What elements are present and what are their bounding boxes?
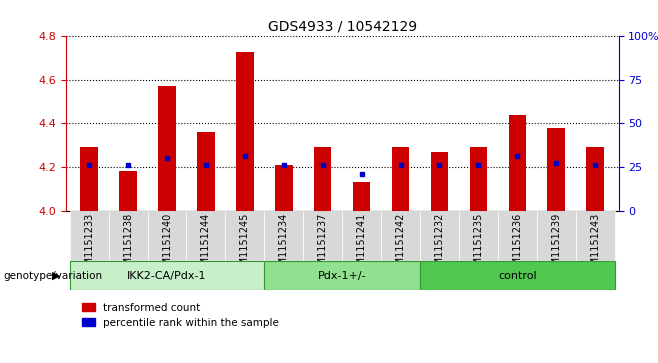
Text: GSM1151234: GSM1151234 xyxy=(279,213,289,278)
Bar xyxy=(353,182,370,211)
Title: GDS4933 / 10542129: GDS4933 / 10542129 xyxy=(268,20,417,34)
Text: ▶: ▶ xyxy=(52,271,61,281)
Text: GSM1151245: GSM1151245 xyxy=(240,213,250,278)
FancyBboxPatch shape xyxy=(303,211,342,261)
Bar xyxy=(586,147,604,211)
Bar xyxy=(509,115,526,211)
Text: GSM1151233: GSM1151233 xyxy=(84,213,94,278)
Bar xyxy=(197,132,215,211)
Bar xyxy=(547,128,565,211)
FancyBboxPatch shape xyxy=(70,211,109,261)
FancyBboxPatch shape xyxy=(342,211,381,261)
Text: GSM1151237: GSM1151237 xyxy=(318,213,328,278)
FancyBboxPatch shape xyxy=(147,211,186,261)
Text: GSM1151242: GSM1151242 xyxy=(395,213,405,278)
Bar xyxy=(314,147,332,211)
FancyBboxPatch shape xyxy=(381,211,420,261)
FancyBboxPatch shape xyxy=(70,261,265,290)
Text: GSM1151243: GSM1151243 xyxy=(590,213,600,278)
Bar xyxy=(158,86,176,211)
Text: GSM1151235: GSM1151235 xyxy=(473,213,484,278)
Legend: transformed count, percentile rank within the sample: transformed count, percentile rank withi… xyxy=(82,303,279,328)
Text: control: control xyxy=(498,271,537,281)
Bar xyxy=(470,147,487,211)
Text: GSM1151236: GSM1151236 xyxy=(513,213,522,278)
FancyBboxPatch shape xyxy=(186,211,226,261)
FancyBboxPatch shape xyxy=(420,261,615,290)
Bar xyxy=(119,171,137,211)
Bar xyxy=(80,147,98,211)
Text: GSM1151238: GSM1151238 xyxy=(123,213,133,278)
Bar xyxy=(236,52,253,211)
FancyBboxPatch shape xyxy=(109,211,147,261)
FancyBboxPatch shape xyxy=(498,211,537,261)
Bar xyxy=(431,152,448,211)
FancyBboxPatch shape xyxy=(226,211,265,261)
Text: GSM1151232: GSM1151232 xyxy=(434,213,444,278)
Text: GSM1151239: GSM1151239 xyxy=(551,213,561,278)
FancyBboxPatch shape xyxy=(265,261,420,290)
FancyBboxPatch shape xyxy=(265,211,303,261)
Text: Pdx-1+/-: Pdx-1+/- xyxy=(318,271,367,281)
FancyBboxPatch shape xyxy=(537,211,576,261)
FancyBboxPatch shape xyxy=(420,211,459,261)
Text: genotype/variation: genotype/variation xyxy=(3,271,103,281)
Text: IKK2-CA/Pdx-1: IKK2-CA/Pdx-1 xyxy=(127,271,207,281)
Text: GSM1151241: GSM1151241 xyxy=(357,213,367,278)
Text: GSM1151240: GSM1151240 xyxy=(162,213,172,278)
FancyBboxPatch shape xyxy=(459,211,498,261)
FancyBboxPatch shape xyxy=(576,211,615,261)
Bar xyxy=(392,147,409,211)
Text: GSM1151244: GSM1151244 xyxy=(201,213,211,278)
Bar xyxy=(275,165,293,211)
